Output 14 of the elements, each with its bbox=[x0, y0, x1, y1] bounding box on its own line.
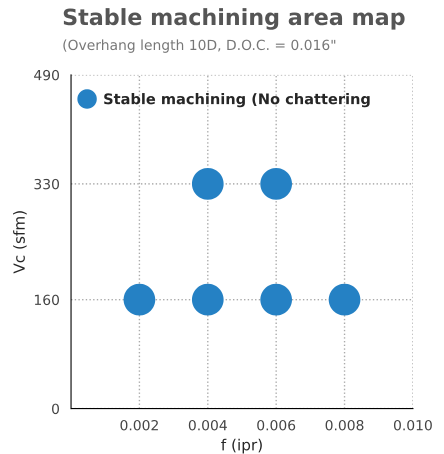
x-tick-label: 0.008 bbox=[326, 420, 364, 430]
x-tick-label: 0.010 bbox=[394, 420, 432, 430]
y-tick-label: 0 bbox=[52, 404, 60, 414]
y-tick-label: 490 bbox=[34, 70, 60, 80]
x-axis-title: f (ipr) bbox=[221, 438, 262, 454]
chart-subtitle: (Overhang length 10D, D.O.C. = 0.016" bbox=[63, 39, 336, 53]
legend-label: Stable machining (No chattering bbox=[104, 93, 370, 108]
chart-title: Stable machining area map bbox=[64, 8, 405, 30]
y-tick-label: 160 bbox=[34, 294, 60, 306]
x-tick-label: 0.002 bbox=[120, 420, 158, 430]
x-tick-label: 0.004 bbox=[188, 420, 227, 430]
y-axis-title: Vc (sfm) bbox=[13, 211, 27, 274]
x-tick-label: 0.006 bbox=[257, 420, 296, 430]
y-tick-label: 330 bbox=[34, 178, 60, 190]
